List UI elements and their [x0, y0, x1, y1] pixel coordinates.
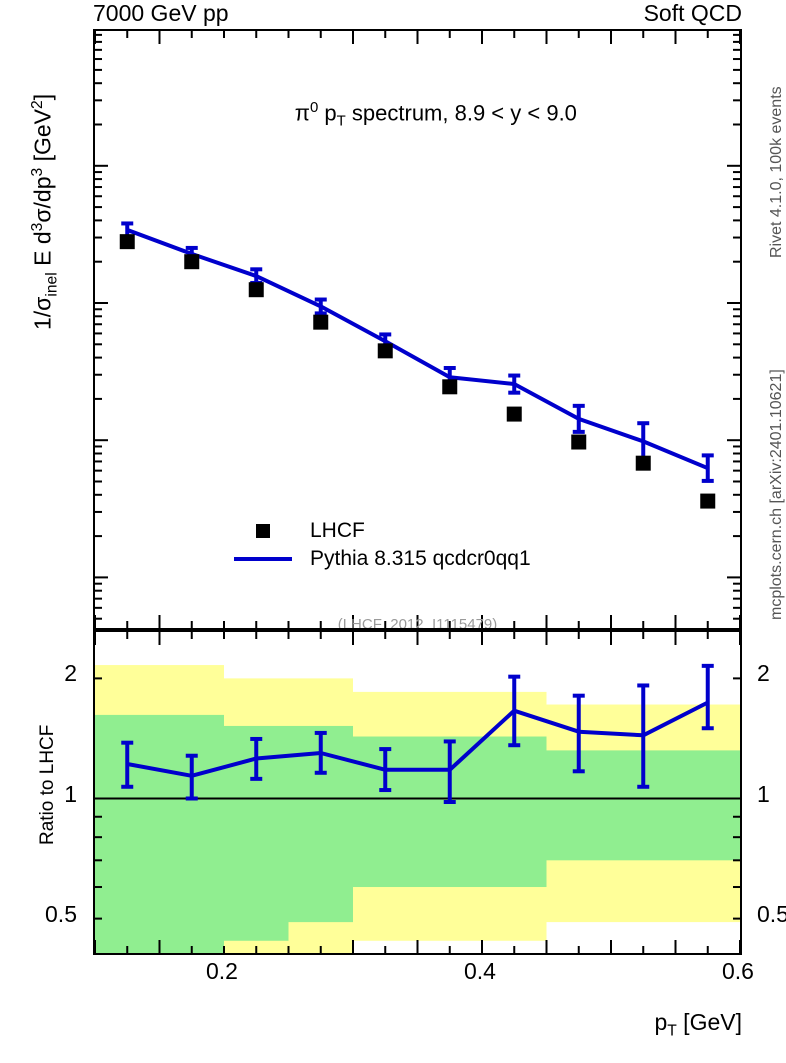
plot-title-pi: π: [294, 100, 310, 126]
plot-root: 7000 GeV pp Soft QCD Rivet 4.1.0, 100k e…: [0, 0, 786, 1039]
legend-item-lhcf[interactable]: LHCF: [220, 517, 531, 545]
plot-title: π0 pT spectrum, 8.9 < y < 9.0: [95, 79, 740, 152]
x-axis-title-subT: T: [667, 1022, 677, 1040]
plot-title-subT: T: [336, 112, 346, 130]
main-plot-panel: π0 pT spectrum, 8.9 < y < 9.0 (LHCF_2012…: [93, 29, 742, 630]
x-tick-labels: 0.2 0.4 0.6: [0, 958, 786, 988]
ratio-y-tick-label-right: 1: [757, 780, 770, 807]
plot-title-p: p: [324, 100, 337, 126]
header-left-beam-info: 7000 GeV pp: [93, 0, 229, 26]
ratio-y-tick-label-left: 0.5: [45, 900, 77, 927]
ratio-y-tick-labels-right: 2 1 0.5: [748, 630, 786, 955]
ratio-plot-canvas: [95, 632, 740, 953]
x-tick-label: 0.6: [722, 958, 754, 984]
header-right-category: Soft QCD: [643, 0, 742, 26]
x-axis-title-p: p: [654, 1009, 668, 1035]
mcplots-source-caption: mcplots.cern.ch [arXiv:2401.10621]: [768, 369, 785, 620]
plot-title-sup0: 0: [309, 99, 319, 116]
ratio-y-tick-label-right: 2: [757, 660, 770, 687]
ratio-y-tick-label-left: 2: [64, 660, 77, 687]
x-tick-label: 0.2: [206, 958, 238, 984]
x-axis-title: pT [GeV]: [629, 988, 742, 1062]
rivet-version-caption: Rivet 4.1.0, 100k events: [768, 86, 785, 258]
main-plot-canvas: [95, 31, 740, 628]
x-axis-title-unit: [GeV]: [676, 1009, 742, 1035]
plot-title-rest: spectrum, 8.9 < y < 9.0: [345, 100, 577, 126]
x-tick-label: 0.4: [464, 958, 496, 984]
legend-item-pythia[interactable]: Pythia 8.315 qcdcr0qq1: [220, 545, 531, 573]
legend-marker-square-icon: [220, 524, 306, 538]
legend-label-pythia: Pythia 8.315 qcdcr0qq1: [310, 547, 531, 570]
ratio-y-tick-label-left: 1: [64, 780, 77, 807]
legend-line-icon: [220, 557, 306, 561]
ratio-y-tick-label-right: 0.5: [757, 900, 786, 927]
ratio-plot-panel: [93, 630, 742, 955]
legend: LHCF Pythia 8.315 qcdcr0qq1: [220, 517, 531, 573]
main-y-tick-labels: 110⁻¹10⁻²10⁻³: [0, 0, 86, 630]
legend-label-lhcf: LHCF: [310, 519, 365, 542]
analysis-id-watermark: (LHCF_2012_I1115479): [337, 616, 498, 630]
ratio-y-tick-labels-left: 2 1 0.5: [0, 630, 86, 955]
